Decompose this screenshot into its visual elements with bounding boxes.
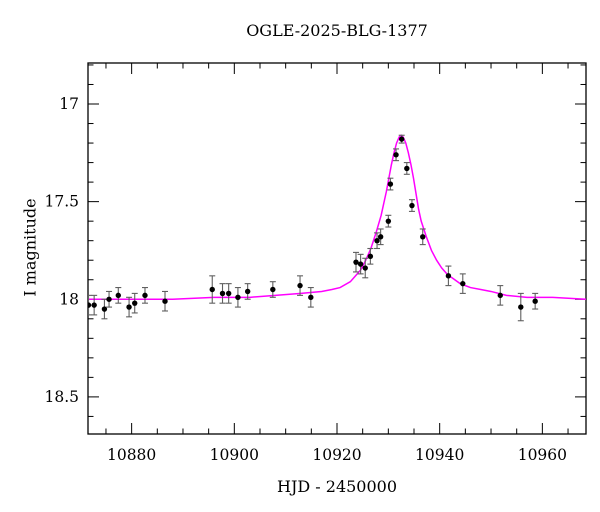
- data-point: [420, 234, 426, 240]
- data-point: [209, 286, 215, 293]
- data-point: [126, 304, 132, 310]
- data-point: [409, 202, 415, 209]
- data-point: [445, 273, 452, 279]
- data-point: [404, 165, 410, 172]
- data-point: [308, 294, 314, 301]
- data-point: [115, 292, 121, 299]
- x-tick-label: 10940: [415, 446, 464, 464]
- data-point: [353, 259, 359, 265]
- y-axis-label: I magnitude: [20, 198, 40, 297]
- data-point: [460, 280, 466, 287]
- chart-title: OGLE-2025-BLG-1377: [246, 21, 428, 40]
- data-point: [387, 181, 394, 187]
- data-point: [142, 292, 148, 299]
- plot-frame: [87, 62, 587, 435]
- data-point: [88, 302, 92, 308]
- data-point: [270, 286, 276, 293]
- data-point: [101, 306, 108, 312]
- data-point: [374, 237, 380, 244]
- data-point: [162, 298, 168, 304]
- data-point: [235, 294, 241, 301]
- x-axis-label: HJD - 2450000: [276, 477, 398, 496]
- data-point: [367, 253, 374, 260]
- data-point: [91, 302, 97, 308]
- y-tick-label: 18: [59, 290, 79, 308]
- data-point: [377, 234, 384, 240]
- x-tick-label: 10880: [107, 446, 156, 464]
- data-point: [357, 261, 364, 267]
- data-point: [297, 282, 303, 289]
- x-tick-label: 10960: [518, 446, 567, 464]
- y-tick-label: 17: [59, 95, 79, 113]
- data-point: [362, 265, 368, 271]
- y-tick-label: 17.5: [44, 193, 79, 211]
- data-point: [132, 300, 138, 306]
- data-point: [385, 218, 392, 224]
- x-tick-label: 10920: [312, 446, 361, 464]
- data-point: [497, 292, 503, 299]
- model-curve: [88, 134, 586, 301]
- data-point: [398, 136, 405, 142]
- data-point: [106, 296, 112, 302]
- data-point: [225, 290, 232, 297]
- data-point: [393, 152, 399, 158]
- data-point: [244, 288, 251, 295]
- y-tick-label: 18.5: [44, 388, 79, 406]
- data-point: [219, 290, 226, 297]
- x-tick-label: 10900: [210, 446, 259, 464]
- data-point: [518, 304, 524, 310]
- data-point: [532, 298, 538, 304]
